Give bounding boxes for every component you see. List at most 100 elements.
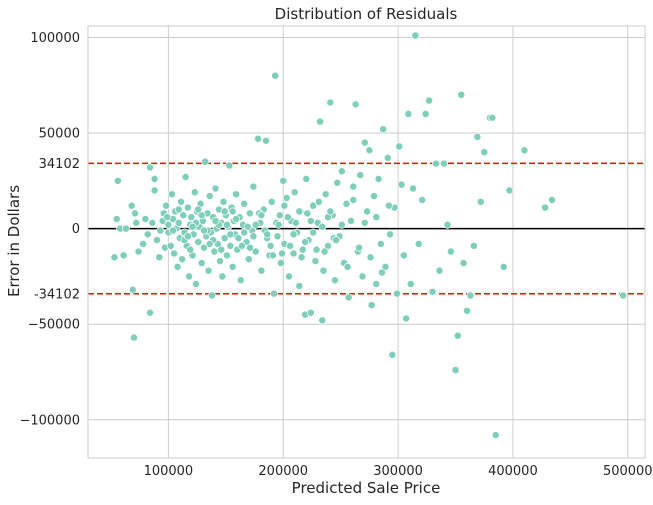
y-tick-label: −100000: [19, 413, 80, 428]
data-point: [197, 259, 206, 267]
data-point: [271, 71, 280, 80]
data-point: [320, 247, 329, 256]
data-point: [276, 259, 285, 267]
data-point: [376, 239, 385, 248]
data-point: [228, 262, 237, 271]
data-point: [163, 213, 172, 222]
data-point: [326, 98, 335, 107]
data-point: [263, 230, 272, 239]
data-point: [205, 192, 214, 201]
x-tick-label: 500000: [603, 464, 653, 479]
data-point: [285, 272, 293, 281]
data-point: [210, 247, 219, 256]
data-point: [251, 220, 260, 229]
data-point: [451, 366, 460, 375]
data-point: [178, 255, 187, 264]
data-point: [139, 239, 148, 248]
data-point: [298, 245, 307, 254]
data-point: [245, 243, 254, 252]
data-point: [548, 195, 556, 204]
data-point: [131, 209, 140, 218]
reference-lines: [88, 162, 645, 295]
data-point: [280, 201, 289, 210]
data-point: [211, 184, 220, 193]
data-point: [244, 255, 253, 264]
data-point: [402, 314, 411, 323]
data-point: [181, 173, 190, 181]
data-point: [267, 197, 276, 206]
data-point: [326, 207, 335, 216]
data-point: [166, 241, 175, 250]
data-point: [378, 268, 386, 277]
data-point: [143, 230, 152, 239]
data-point: [236, 276, 245, 285]
data-point: [146, 308, 154, 317]
lower-threshold-label: -34102: [34, 287, 80, 302]
plot-frame: [87, 25, 646, 459]
data-point: [309, 201, 318, 210]
data-point: [192, 280, 200, 289]
data-point: [174, 205, 183, 214]
data-point: [155, 253, 164, 262]
data-point: [257, 266, 266, 275]
y-tick-label: −50000: [28, 318, 80, 333]
data-point: [347, 217, 355, 225]
data-point: [443, 220, 452, 229]
data-point: [226, 230, 235, 239]
data-point: [379, 125, 388, 134]
data-point: [223, 251, 231, 260]
data-point: [225, 161, 234, 170]
data-point: [349, 195, 358, 204]
data-point: [372, 213, 381, 222]
data-point: [240, 228, 249, 237]
data-point: [226, 241, 235, 250]
data-point: [295, 282, 304, 290]
data-point: [282, 194, 291, 202]
data-point: [392, 289, 401, 298]
data-point: [173, 262, 182, 271]
data-point: [289, 249, 298, 258]
data-point: [251, 247, 260, 256]
data-point: [343, 262, 352, 271]
data-point: [134, 247, 143, 256]
data-point: [418, 195, 427, 204]
data-point: [383, 153, 392, 162]
data-point: [201, 157, 210, 166]
data-point: [306, 217, 315, 225]
data-point: [234, 234, 243, 243]
data-point: [150, 174, 159, 183]
data-point: [112, 215, 121, 224]
data-point: [306, 308, 315, 317]
data-point: [395, 142, 404, 151]
data-point: [146, 163, 154, 172]
data-point: [319, 266, 328, 275]
data-point: [432, 159, 440, 168]
data-point: [211, 217, 220, 225]
data-point: [249, 232, 258, 241]
data-point: [152, 236, 161, 245]
data-point: [174, 218, 183, 227]
data-point: [302, 174, 311, 183]
data-point: [453, 331, 462, 340]
data-point: [237, 241, 246, 250]
data-point: [384, 201, 393, 210]
data-point: [208, 291, 216, 300]
data-point: [183, 203, 192, 212]
data-point: [197, 211, 206, 220]
data-point: [243, 222, 252, 231]
data-point: [480, 148, 489, 157]
data-point: [381, 262, 390, 271]
data-point: [321, 190, 330, 199]
data-point: [217, 245, 226, 254]
data-point: [435, 266, 444, 275]
data-point: [286, 241, 295, 250]
data-point: [156, 226, 165, 235]
y-tick-label: 100000: [30, 31, 80, 46]
data-point: [177, 197, 185, 206]
data-point: [167, 190, 176, 199]
data-point: [333, 178, 342, 187]
x-tick-label: 100000: [144, 464, 194, 479]
data-point: [187, 213, 196, 222]
data-point: [183, 232, 192, 241]
data-point: [397, 180, 406, 189]
